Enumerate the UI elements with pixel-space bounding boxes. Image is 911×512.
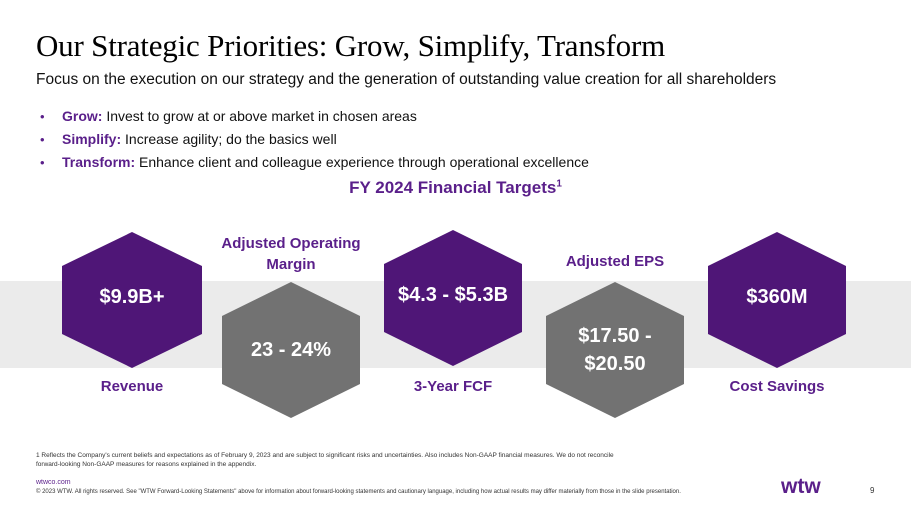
targets-title-text: FY 2024 Financial Targets <box>349 178 557 197</box>
eps-value-line1: $17.50 - <box>578 325 652 347</box>
priority-term: Simplify: <box>62 131 122 147</box>
eps-hexagon: $17.50 - $20.50 <box>546 282 684 418</box>
savings-value: $360M <box>746 286 808 308</box>
eps-value: $17.50 - $20.50 <box>578 322 651 378</box>
footnote-line1: 1 Reflects the Company's current beliefs… <box>36 452 614 459</box>
priority-text: Enhance client and colleague experience … <box>135 154 589 170</box>
slide-subtitle: Focus on the execution on our strategy a… <box>36 71 777 88</box>
revenue-hexagon: $9.9B+ <box>62 232 202 368</box>
priority-grow: • Grow: Invest to grow at or above market… <box>40 105 589 128</box>
margin-label-line1: Adjusted Operating <box>221 235 361 252</box>
footnote-ref: 1 <box>556 178 562 190</box>
priority-list: • Grow: Invest to grow at or above market… <box>40 105 589 174</box>
hexagon-shape <box>546 282 684 418</box>
hexagon-shape <box>708 232 846 368</box>
priority-transform: • Transform: Enhance client and colleague… <box>40 151 589 174</box>
bullet-marker: • <box>40 155 45 170</box>
page-number: 9 <box>870 486 875 495</box>
hexagon-shape <box>62 232 202 368</box>
slide-title: Our Strategic Priorities: Grow, Simplify… <box>36 28 665 63</box>
targets-title: FY 2024 Financial Targets1 <box>0 178 911 198</box>
hexagon-shape <box>384 230 522 366</box>
priority-text: Increase agility; do the basics well <box>121 131 337 147</box>
priority-simplify: • Simplify: Increase agility; do the basi… <box>40 128 589 151</box>
logo-icon: wtw <box>780 475 821 498</box>
fcf-hexagon: $4.3 - $5.3B <box>384 230 522 366</box>
copyright-notice: © 2023 WTW. All rights reserved. See "WT… <box>36 489 681 495</box>
hexagon-shape <box>222 282 360 418</box>
fcf-value: $4.3 - $5.3B <box>397 284 509 306</box>
priority-term: Grow: <box>62 108 103 124</box>
wtw-logo: wtw <box>780 475 837 502</box>
savings-hexagon: $360M <box>708 232 846 368</box>
bullet-marker: • <box>40 109 45 124</box>
bullet-marker: • <box>40 132 45 147</box>
revenue-value: $9.9B+ <box>99 286 165 308</box>
savings-label: Cost Savings <box>729 378 825 395</box>
margin-hexagon: 23 - 24% <box>222 282 360 418</box>
logo-text: wtw <box>781 475 821 497</box>
eps-label: Adjusted EPS <box>565 253 665 270</box>
website-link[interactable]: wtwco.com <box>36 479 71 486</box>
priority-text: Invest to grow at or above market in cho… <box>102 108 417 124</box>
eps-value-line2: $20.50 <box>584 353 646 375</box>
footnote: 1 Reflects the Company's current beliefs… <box>36 451 656 469</box>
fcf-label: 3-Year FCF <box>413 378 493 395</box>
margin-label: Adjusted Operating Margin <box>200 233 382 275</box>
margin-label-line2: Margin <box>266 256 316 273</box>
margin-value: 23 - 24% <box>250 339 332 361</box>
priority-term: Transform: <box>62 154 136 170</box>
footnote-line2: forward-looking Non-GAAP measures for re… <box>36 461 257 468</box>
revenue-label: Revenue <box>100 378 164 395</box>
